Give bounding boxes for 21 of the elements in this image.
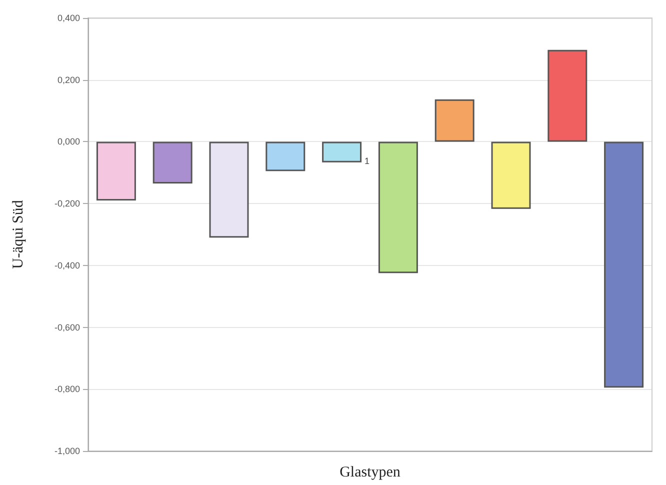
y-tick-label: -1,000 bbox=[54, 446, 80, 456]
annotation: 1 bbox=[364, 156, 370, 166]
x-axis-title: Glastypen bbox=[340, 464, 401, 480]
bar bbox=[434, 99, 474, 142]
y-tick-label: -0,800 bbox=[54, 384, 80, 394]
bar bbox=[548, 50, 588, 142]
y-tick-label: 0,400 bbox=[57, 13, 80, 23]
bar bbox=[491, 142, 531, 209]
bar bbox=[209, 142, 249, 238]
bar bbox=[152, 142, 192, 184]
bar bbox=[266, 142, 306, 172]
bar bbox=[322, 142, 362, 162]
y-tick-label: -0,200 bbox=[54, 198, 80, 209]
y-axis-title: U-äqui Süd bbox=[10, 200, 26, 269]
y-tick-label: -0,400 bbox=[54, 260, 80, 270]
y-tick-label: 0,000 bbox=[57, 136, 80, 147]
y-tick-label: 0,200 bbox=[57, 74, 80, 85]
bar bbox=[96, 142, 136, 200]
bar bbox=[604, 142, 644, 388]
y-tick-label: -0,600 bbox=[54, 322, 80, 332]
bar bbox=[378, 142, 418, 274]
